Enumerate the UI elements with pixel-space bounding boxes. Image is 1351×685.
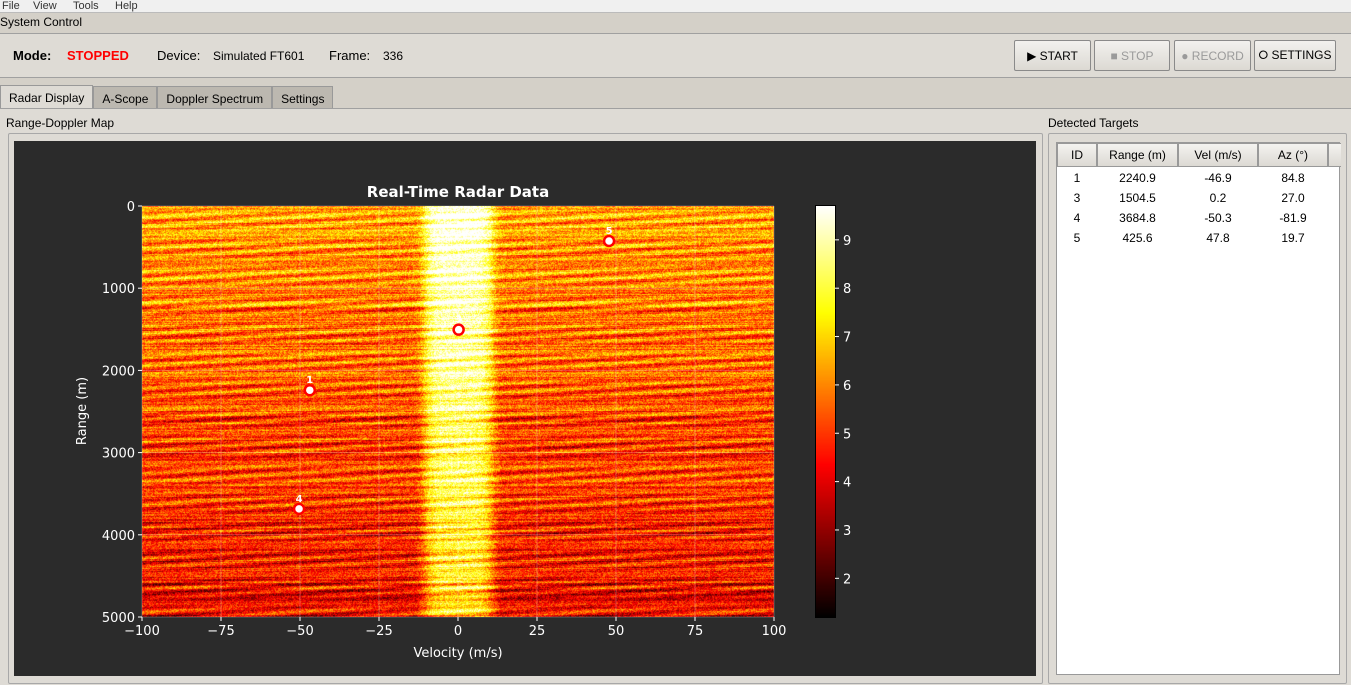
cell-velocity: -50.3 — [1204, 211, 1232, 225]
cell-azimuth: 84.8 — [1281, 171, 1305, 185]
cell-id: 5 — [1073, 231, 1081, 245]
detected-targets-group — [1048, 133, 1347, 684]
colorbar-tick-label: 2 — [843, 572, 851, 587]
target-marker — [292, 502, 306, 516]
cell-azimuth: -81.9 — [1279, 211, 1307, 225]
target-label: 3 — [455, 315, 462, 326]
detected-targets-title: Detected Targets — [1048, 116, 1139, 130]
plot-overlay: Real-Time Radar Data Velocity (m/s) Rang… — [75, 183, 851, 661]
mode-label: Mode: — [13, 48, 52, 63]
x-tick-label: −75 — [207, 624, 234, 639]
cell-id: 1 — [1073, 171, 1081, 185]
y-tick-label: 3000 — [102, 447, 135, 462]
colorbar-tick-label: 4 — [843, 476, 851, 491]
frame-value: 336 — [383, 49, 404, 63]
x-tick-label: 0 — [454, 624, 462, 639]
cell-range: 3684.8 — [1119, 211, 1156, 225]
column-header-azimuth[interactable]: Az (°) — [1258, 143, 1328, 167]
menu-help[interactable]: Help — [115, 0, 138, 12]
range-doppler-heatmap — [142, 206, 774, 617]
column-header-filler — [1328, 143, 1341, 167]
device-label: Device: — [157, 48, 201, 63]
y-tick-label: 5000 — [102, 611, 135, 626]
start-button[interactable]: ▶ START — [1014, 40, 1091, 71]
chart-title: Real-Time Radar Data — [367, 183, 549, 201]
frame-label: Frame: — [329, 48, 371, 63]
x-tick-label: −25 — [365, 624, 392, 639]
range-doppler-group — [8, 133, 1043, 684]
targets-table: ID Range (m) Vel (m/s) Az (°) 1 2240.9 -46… — [1056, 142, 1341, 675]
menu-file[interactable]: File — [2, 0, 20, 12]
cell-range: 425.6 — [1122, 231, 1153, 245]
target-marker — [303, 383, 317, 397]
cell-range: 1504.5 — [1119, 191, 1156, 205]
record-button[interactable]: ● RECORD — [1174, 40, 1251, 71]
x-tick-label: 100 — [762, 624, 787, 639]
x-tick-label: 25 — [529, 624, 546, 639]
cell-azimuth: 27.0 — [1281, 191, 1305, 205]
colorbar — [815, 205, 836, 618]
column-header-velocity[interactable]: Vel (m/s) — [1178, 143, 1258, 167]
device-value: Simulated FT601 — [213, 49, 305, 63]
menu-tools[interactable]: Tools — [73, 0, 99, 12]
tab-doppler-spectrum[interactable]: Doppler Spectrum — [157, 86, 273, 109]
cell-azimuth: 19.7 — [1281, 231, 1305, 245]
tab-a-scope[interactable]: A-Scope — [93, 86, 158, 109]
target-marker — [602, 234, 616, 248]
system-control-title: System Control — [0, 15, 83, 29]
tab-radar-display[interactable]: Radar Display — [0, 85, 94, 109]
tab-settings[interactable]: Settings — [272, 86, 334, 109]
tab-bar: Radar Display A-Scope Doppler Spectrum S… — [0, 85, 334, 109]
column-header-range[interactable]: Range (m) — [1097, 143, 1178, 167]
menu-bar: File View Tools Help — [0, 0, 1351, 13]
radar-figure: Real-Time Radar Data Velocity (m/s) Rang… — [14, 141, 1036, 676]
target-label: 4 — [296, 494, 303, 505]
table-row[interactable]: 3 1504.5 0.2 27.0 — [1057, 188, 1327, 208]
x-tick-label: 50 — [608, 624, 625, 639]
y-axis-label: Range (m) — [75, 377, 90, 445]
y-tick-label: 0 — [127, 200, 135, 215]
cell-velocity: 0.2 — [1209, 191, 1227, 205]
target-label: 5 — [606, 226, 613, 237]
target-label: 1 — [306, 375, 313, 386]
stop-button[interactable]: ■ STOP — [1094, 40, 1170, 71]
table-row[interactable]: 4 3684.8 -50.3 -81.9 — [1057, 208, 1327, 228]
x-tick-label: −100 — [124, 624, 160, 639]
y-tick-label: 1000 — [102, 282, 135, 297]
colorbar-tick-label: 8 — [843, 282, 851, 297]
cell-velocity: -46.9 — [1204, 171, 1232, 185]
table-row[interactable]: 5 425.6 47.8 19.7 — [1057, 228, 1327, 248]
x-tick-label: 75 — [687, 624, 704, 639]
colorbar-tick-label: 9 — [843, 234, 851, 249]
cell-velocity: 47.8 — [1206, 231, 1230, 245]
cell-id: 4 — [1073, 211, 1081, 225]
mode-status: STOPPED — [67, 48, 129, 63]
cell-range: 2240.9 — [1119, 171, 1156, 185]
colorbar-tick-label: 5 — [843, 427, 851, 442]
x-tick-label: −50 — [286, 624, 313, 639]
column-header-id[interactable]: ID — [1057, 143, 1097, 167]
colorbar-tick-label: 6 — [843, 379, 851, 394]
table-row[interactable]: 1 2240.9 -46.9 84.8 — [1057, 168, 1327, 188]
colorbar-tick-label: 7 — [843, 331, 851, 346]
colorbar-tick-label: 3 — [843, 524, 851, 539]
range-doppler-group-title: Range-Doppler Map — [6, 116, 115, 130]
menu-view[interactable]: View — [33, 0, 57, 12]
target-marker — [452, 323, 465, 336]
cell-id: 3 — [1073, 191, 1081, 205]
x-axis-label: Velocity (m/s) — [413, 646, 502, 661]
y-tick-label: 4000 — [102, 529, 135, 544]
settings-button[interactable]: ⭘ SETTINGS — [1254, 40, 1336, 71]
y-tick-label: 2000 — [102, 364, 135, 379]
